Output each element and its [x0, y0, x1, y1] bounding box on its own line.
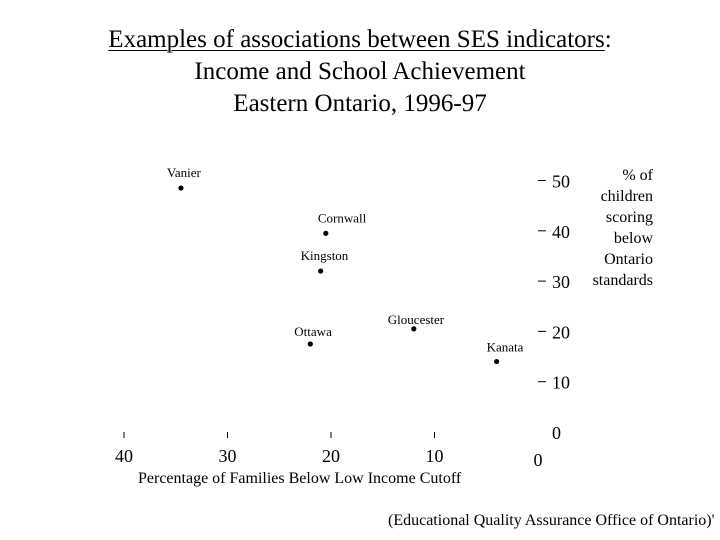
x-axis-label: Percentage of Families Below Low Income …: [138, 470, 462, 487]
y-axis-label-line: standards: [592, 272, 653, 289]
y-axis-label-line: below: [613, 230, 653, 247]
y-axis-label-line: scoring: [605, 209, 653, 226]
y-tick-label: 20: [552, 322, 570, 342]
point-label-kanata: Kanata: [487, 340, 524, 355]
data-point-ottawa: [307, 341, 313, 347]
chart-title: Examples of associations between SES ind…: [0, 24, 720, 120]
y-tick-label: 0: [552, 423, 561, 443]
point-label-ottawa: Ottawa: [294, 324, 332, 339]
point-label-vanier: Vanier: [167, 165, 202, 180]
y-tick-label: 50: [552, 172, 570, 192]
source-note: (Educational Quality Assurance Office of…: [388, 512, 715, 529]
title-line-1: Examples of associations between SES ind…: [0, 24, 720, 56]
title-line-1-main: Examples of associations between SES ind…: [108, 26, 605, 53]
chart-points: Vanier Cornwall Kingston Gloucester Ottawa Ka…: [167, 165, 524, 365]
y-tick-label: 30: [552, 272, 570, 292]
point-label-cornwall: Cornwall: [318, 210, 367, 225]
y-axis-label-line: % of: [622, 167, 653, 184]
point-label-kingston: Kingston: [301, 248, 349, 263]
y-axis-label: % of children scoring below Ontario standards: [583, 165, 653, 291]
data-point-cornwall: [323, 230, 329, 236]
title-line-2: Income and School Achievement: [194, 58, 526, 85]
x-tick-label: 30: [219, 446, 237, 466]
chart-axes: 0 10 20 30 40 50 40 30 20 10 0 Percentage of Famili…: [115, 172, 570, 488]
y-tick-label: 40: [552, 222, 570, 242]
data-point-kanata: [494, 358, 500, 365]
data-point-kingston: [318, 268, 324, 274]
y-axis-label-line: children: [600, 188, 653, 205]
y-tick-label: 10: [552, 373, 570, 393]
x-tick-label: 20: [322, 446, 340, 466]
title-line-3: Eastern Ontario, 1996-97: [233, 90, 487, 117]
title-line-1-colon: :: [604, 26, 612, 53]
x-tick-label: 10: [426, 446, 444, 466]
data-point-gloucester: [411, 326, 417, 332]
x-tick-label: 40: [115, 446, 133, 466]
x-tick-label: 0: [534, 450, 543, 470]
point-label-gloucester: Gloucester: [388, 312, 445, 327]
data-point-vanier: [178, 185, 184, 191]
y-axis-label-line: Ontario: [604, 251, 653, 268]
